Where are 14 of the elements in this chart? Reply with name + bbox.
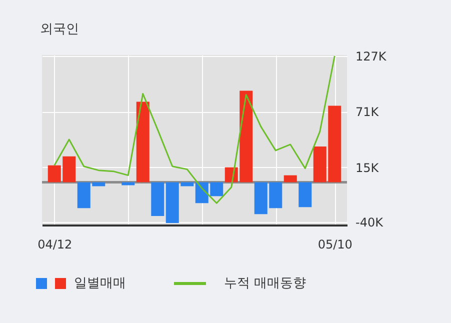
y-tick-label: 127K: [356, 49, 388, 64]
legend-label: 일별매매: [74, 275, 126, 292]
bar: [298, 182, 312, 208]
x-tick-label: 05/10: [318, 238, 352, 252]
bar: [284, 175, 297, 182]
y-tick-label: 71K: [356, 105, 380, 120]
bar: [151, 182, 164, 216]
x-tick-label: 04/12: [38, 238, 72, 252]
y-tick-label: -40K: [356, 216, 384, 230]
chart-title: 외국인: [40, 22, 79, 37]
bar: [136, 102, 150, 182]
legend-label: 누적 매매동향: [224, 275, 306, 292]
line-series: [54, 55, 336, 204]
y-tick-label: 15K: [356, 160, 380, 175]
